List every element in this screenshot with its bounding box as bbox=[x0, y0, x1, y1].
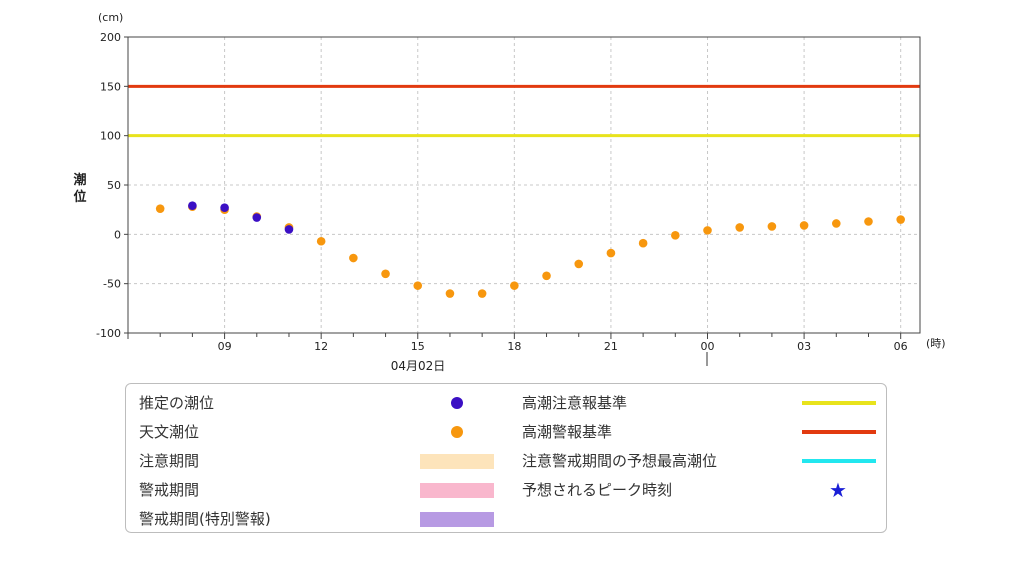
x-unit-label: (時) bbox=[926, 337, 946, 350]
legend-label: 予想されるピーク時刻 bbox=[522, 481, 673, 499]
data-point bbox=[477, 289, 487, 298]
data-point bbox=[413, 281, 423, 290]
date-label: 04月02日 bbox=[391, 359, 446, 373]
data-point bbox=[735, 223, 745, 232]
legend-label: 高潮注意報基準 bbox=[522, 394, 628, 412]
star-icon: ★ bbox=[829, 478, 847, 502]
data-point bbox=[220, 203, 229, 212]
legend-dot-marker bbox=[451, 397, 463, 409]
legend-label: 警戒期間 bbox=[139, 481, 200, 499]
x-tick-label: 00 bbox=[701, 340, 715, 353]
legend-line-swatch bbox=[802, 401, 876, 405]
legend-label: 推定の潮位 bbox=[139, 394, 215, 412]
data-point bbox=[574, 259, 584, 269]
data-point bbox=[381, 269, 390, 279]
y-tick-label: -50 bbox=[103, 278, 121, 291]
legend-dot-marker bbox=[451, 426, 463, 438]
legend-band-swatch bbox=[420, 512, 494, 527]
data-point bbox=[188, 201, 197, 211]
y-tick-label: 200 bbox=[100, 31, 121, 44]
legend-label: 高潮警報基準 bbox=[522, 423, 613, 441]
x-tick-label: 18 bbox=[507, 340, 521, 353]
data-point bbox=[542, 271, 551, 281]
legend-line-swatch bbox=[802, 459, 876, 463]
data-point bbox=[349, 253, 358, 263]
y-tick-label: 100 bbox=[100, 130, 121, 143]
y-tick-label: 0 bbox=[114, 228, 121, 241]
data-point bbox=[638, 238, 648, 248]
data-point bbox=[606, 248, 616, 258]
data-point bbox=[510, 281, 519, 290]
x-tick-label: 21 bbox=[604, 340, 618, 353]
y-tick-label: 150 bbox=[100, 80, 121, 93]
data-point bbox=[155, 204, 165, 213]
y-ticks: -100 -50 0 50 100 150 200 bbox=[96, 31, 128, 340]
data-point bbox=[799, 221, 809, 230]
x-tick-label: 06 bbox=[894, 340, 908, 353]
data-point bbox=[445, 289, 455, 298]
data-point bbox=[831, 219, 841, 228]
x-tick-label: 03 bbox=[797, 340, 811, 353]
legend: 推定の潮位天文潮位注意期間警戒期間警戒期間(特別警報) 高潮注意報基準 高潮警報基準… bbox=[125, 383, 887, 533]
y-tick-label: 50 bbox=[107, 179, 121, 192]
legend-label: 警戒期間(特別警報) bbox=[139, 510, 271, 528]
data-point bbox=[316, 236, 326, 246]
data-point bbox=[284, 225, 294, 234]
x-tick-label: 09 bbox=[218, 340, 232, 353]
y-tick-label: -100 bbox=[96, 327, 121, 340]
data-point bbox=[767, 222, 777, 231]
x-tick-label: 15 bbox=[411, 340, 425, 353]
data-points bbox=[155, 201, 905, 298]
tide-chart: -100 -50 0 50 100 150 200 09 12 15 18 21 00 03 06 (cm… bbox=[73, 11, 946, 373]
x-tick-label: 12 bbox=[314, 340, 328, 353]
x-ticks: 09 12 15 18 21 00 03 06 bbox=[127, 333, 908, 353]
y-unit-label: (cm) bbox=[98, 11, 123, 24]
grid bbox=[127, 37, 920, 333]
legend-label: 天文潮位 bbox=[139, 423, 200, 441]
data-point bbox=[671, 231, 680, 240]
legend-label: 注意警戒期間の予想最高潮位 bbox=[522, 452, 718, 470]
legend-band-swatch bbox=[420, 454, 494, 469]
y-axis-label: 潮位 bbox=[73, 172, 86, 205]
data-point bbox=[252, 213, 262, 222]
legend-line-swatch bbox=[802, 430, 876, 434]
data-point bbox=[864, 217, 873, 226]
threshold-lines bbox=[128, 84, 920, 138]
legend-label: 注意期間 bbox=[139, 452, 200, 470]
data-point bbox=[703, 226, 712, 235]
data-point bbox=[896, 215, 905, 224]
legend-band-swatch bbox=[420, 483, 494, 498]
